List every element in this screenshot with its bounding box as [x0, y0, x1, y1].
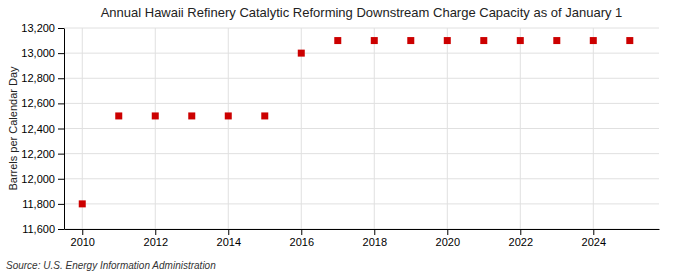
y-axis-tick-mark: [58, 28, 64, 29]
y-axis-tick-mark: [58, 154, 64, 155]
point: [590, 37, 597, 44]
point: [188, 112, 195, 119]
grid: [64, 28, 659, 229]
grid-line-x: [593, 28, 594, 229]
point: [626, 37, 633, 44]
y-axis-tick-mark: [58, 229, 64, 230]
x-axis-tick-mark: [374, 229, 375, 235]
y-axis-tick-label: 12,800: [21, 72, 55, 84]
point: [152, 112, 159, 119]
point: [553, 37, 560, 44]
x-axis-tick: 2024: [582, 229, 606, 248]
grid-line-y: [64, 78, 659, 79]
y-axis-tick-mark: [58, 78, 64, 79]
x-axis-tick-label: 2016: [290, 236, 314, 248]
x-axis-tick: 2018: [363, 229, 387, 248]
x-axis-tick-label: 2014: [217, 236, 241, 248]
y-axis-tick-mark: [58, 179, 64, 180]
y-axis-tick: 12,000: [21, 173, 64, 185]
point: [334, 37, 341, 44]
grid-line-x: [374, 28, 375, 229]
point: [298, 50, 305, 57]
point: [371, 37, 378, 44]
grid-line-y: [64, 153, 659, 154]
x-axis-tick-label: 2018: [363, 236, 387, 248]
grid-line-x: [301, 28, 302, 229]
grid-line-x: [82, 28, 83, 229]
grid-line-y: [64, 103, 659, 104]
y-axis-tick: 12,200: [21, 148, 64, 160]
annotation: Source: U.S. Energy Information Administ…: [6, 260, 216, 271]
grid-line-y: [64, 28, 659, 29]
x-axis-tick: 2012: [144, 229, 168, 248]
y-axis-tick-label: 12,000: [21, 173, 55, 185]
grid-line-y: [64, 203, 659, 204]
chart-container: 2010201220142016201820202022202411,60011…: [0, 0, 675, 275]
y-axis-tick-label: 13,000: [21, 47, 55, 59]
x-axis-tick-mark: [155, 229, 156, 235]
x-axis-tick: 2010: [71, 229, 95, 248]
point: [79, 200, 86, 207]
y-axis-tick-label: 13,200: [21, 22, 55, 34]
x-axis-tick-mark: [593, 229, 594, 235]
y-axis-tick: 12,400: [21, 123, 64, 135]
x-axis-tick: 2014: [217, 229, 241, 248]
y-axis-line: [64, 29, 65, 230]
grid-line-y: [64, 178, 659, 179]
point: [444, 37, 451, 44]
x-axis-tick-label: 2022: [509, 236, 533, 248]
point: [517, 37, 524, 44]
point: [115, 112, 122, 119]
y-axis-tick-mark: [58, 129, 64, 130]
x-axis-tick: 2020: [436, 229, 460, 248]
point: [480, 37, 487, 44]
x-axis-tick-label: 2024: [582, 236, 606, 248]
x-axis-tick-mark: [82, 229, 83, 235]
points: [79, 37, 634, 207]
x-axis-tick: 2022: [509, 229, 533, 248]
y-axis-tick-mark: [58, 103, 64, 104]
x-axis-tick-label: 2020: [436, 236, 460, 248]
y-axis-tick: 12,800: [21, 72, 64, 84]
grid-line-x: [155, 28, 156, 229]
x-axis-tick: 2016: [290, 229, 314, 248]
x-axis-line: [65, 229, 660, 230]
grid-line-x: [228, 28, 229, 229]
point: [261, 112, 268, 119]
grid-line-x: [520, 28, 521, 229]
x-axis-tick-mark: [228, 229, 229, 235]
y-axis-tick: 11,800: [22, 198, 64, 210]
y-axis: 11,600 11,800 12,000 12,200 12,400 12,600 12,8…: [21, 22, 64, 235]
grid-line-y: [64, 53, 659, 54]
y-axis-tick-mark: [58, 204, 64, 205]
grid-line-x: [447, 28, 448, 229]
y-axis-tick-label: 12,400: [21, 123, 55, 135]
grid-line-y: [64, 229, 659, 230]
y-axis-tick-label: 11,800: [22, 198, 55, 210]
chart: 2010201220142016201820202022202411,60011…: [0, 0, 675, 275]
y-axis-tick-label: 12,200: [21, 148, 55, 160]
x-axis-tick-mark: [520, 229, 521, 235]
point: [407, 37, 414, 44]
title: Annual Hawaii Refinery Catalytic Reformi…: [101, 5, 623, 20]
y-axis-tick: 11,600: [22, 223, 64, 235]
x-axis-tick-label: 2012: [144, 236, 168, 248]
point: [225, 112, 232, 119]
y-axis-tick: 13,000: [21, 47, 64, 59]
x-axis: 2010 2012 2014 2016 2018 2020 2022 2024: [65, 229, 660, 248]
grid-line-y: [64, 128, 659, 129]
y-axis-tick-label: 12,600: [21, 97, 55, 109]
y-axis-tick: 13,200: [21, 22, 64, 34]
x-axis-tick-mark: [301, 229, 302, 235]
y-axis-title: Barrels per Calendar Day: [7, 66, 19, 191]
y-axis-tick-label: 11,600: [22, 223, 55, 235]
x-axis-tick-label: 2010: [71, 236, 95, 248]
y-axis-tick-mark: [58, 53, 64, 54]
y-axis-tick: 12,600: [21, 97, 64, 109]
x-axis-tick-mark: [447, 229, 448, 235]
